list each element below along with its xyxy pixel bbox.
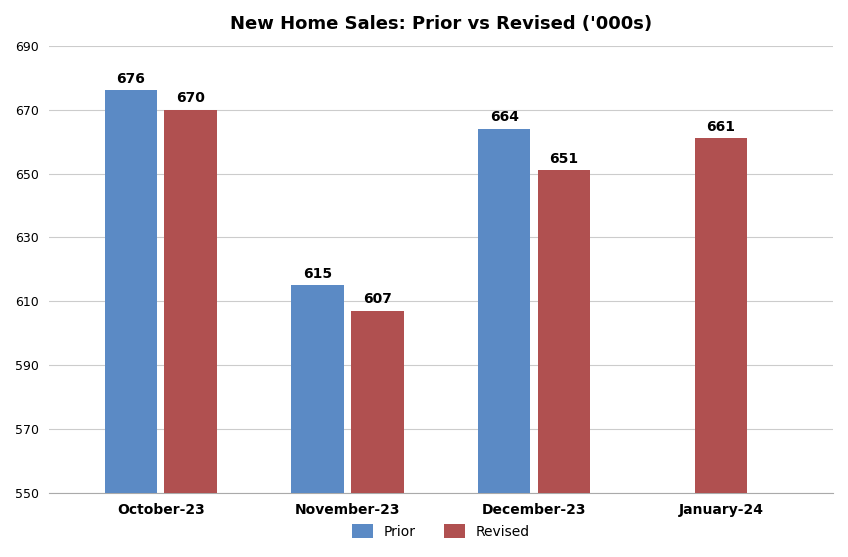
Bar	[695, 138, 747, 493]
Text: 651: 651	[550, 152, 578, 165]
Title: New Home Sales: Prior vs Revised ('000s): New Home Sales: Prior vs Revised ('000s)	[230, 15, 652, 33]
Bar	[105, 90, 157, 493]
Text: 670: 670	[176, 91, 205, 105]
Text: 664: 664	[490, 110, 519, 124]
Bar	[478, 129, 531, 493]
Text: 661: 661	[706, 120, 735, 134]
Bar	[351, 311, 404, 493]
Bar	[538, 170, 590, 493]
Bar	[165, 110, 217, 493]
Legend: Prior, Revised: Prior, Revised	[347, 519, 535, 544]
Bar	[292, 285, 343, 493]
Text: 676: 676	[116, 72, 145, 86]
Text: 607: 607	[363, 292, 392, 306]
Text: 615: 615	[303, 267, 332, 281]
